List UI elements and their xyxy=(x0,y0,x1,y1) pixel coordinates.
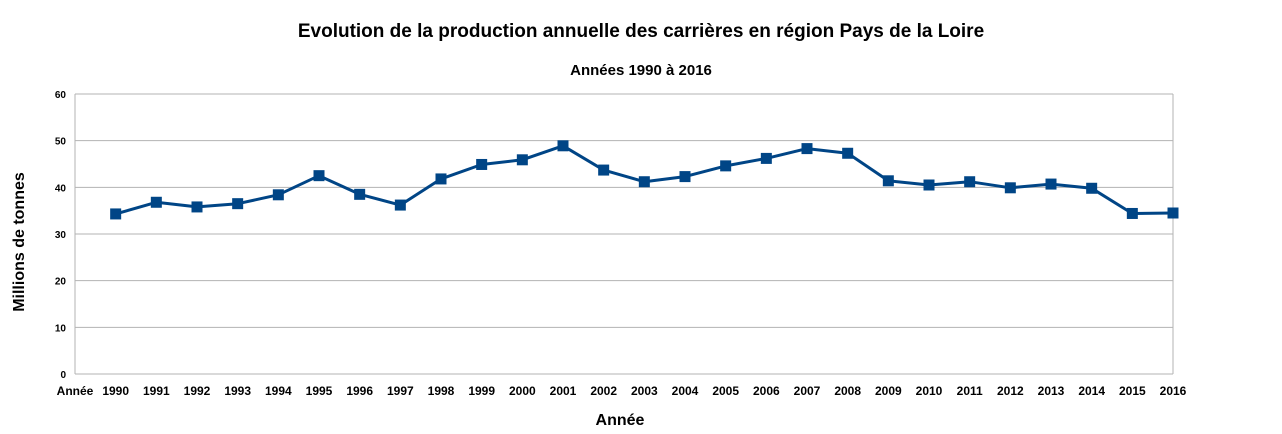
x-tick-label: 2016 xyxy=(1160,384,1187,398)
y-tick-label: 0 xyxy=(60,370,66,381)
x-tick-label: 2015 xyxy=(1119,384,1146,398)
x-tick-label: 2003 xyxy=(631,384,658,398)
data-point-marker xyxy=(923,179,935,191)
x-axis-label: Année xyxy=(596,412,645,429)
data-point-marker xyxy=(313,170,325,182)
x-tick-label: 2013 xyxy=(1038,384,1065,398)
data-point-marker xyxy=(598,164,610,176)
data-point-marker xyxy=(150,196,162,208)
data-points xyxy=(110,140,1179,220)
y-tick-label: 20 xyxy=(55,277,67,288)
x-tick-label: 2012 xyxy=(997,384,1024,398)
x-tick-label: 1995 xyxy=(306,384,333,398)
data-point-marker xyxy=(476,158,488,170)
data-point-marker xyxy=(882,175,894,187)
data-point-marker xyxy=(435,173,447,185)
x-first-category-label: Année xyxy=(57,384,94,398)
x-tick-label: 2005 xyxy=(712,384,739,398)
data-point-marker xyxy=(679,171,691,183)
x-tick-label: 1999 xyxy=(468,384,495,398)
x-tick-label: 1998 xyxy=(428,384,455,398)
x-tick-label: 2006 xyxy=(753,384,780,398)
x-tick-label: 2004 xyxy=(672,384,699,398)
data-point-marker xyxy=(760,152,772,164)
x-tick-label: 2009 xyxy=(875,384,902,398)
x-tick-label: 1993 xyxy=(224,384,251,398)
data-point-marker xyxy=(394,199,406,211)
x-tick-label: 2001 xyxy=(550,384,577,398)
y-tick-labels: 0 10 20 30 40 50 60 xyxy=(55,90,67,381)
x-tick-label: 2011 xyxy=(957,384,983,398)
data-point-marker xyxy=(720,160,732,172)
data-point-marker xyxy=(1086,182,1098,194)
x-tick-label: 1992 xyxy=(184,384,211,398)
data-point-marker xyxy=(191,201,203,213)
data-point-marker xyxy=(1126,207,1138,219)
gridlines xyxy=(74,93,1174,375)
y-tick-label: 30 xyxy=(55,230,67,241)
data-point-marker xyxy=(842,147,854,159)
y-tick-label: 10 xyxy=(55,323,67,334)
x-tick-label: 1990 xyxy=(102,384,129,398)
chart-subtitle: Années 1990 à 2016 xyxy=(570,62,712,79)
data-point-marker xyxy=(232,198,244,210)
x-tick-label: 1997 xyxy=(387,384,414,398)
data-point-marker xyxy=(272,189,284,201)
data-point-marker xyxy=(964,176,976,188)
x-tick-labels: 1990 1991 1992 1993 1994 1995 1996 1997 1998 1999… xyxy=(102,384,1186,398)
data-point-marker xyxy=(801,143,813,155)
y-axis-label: Millions de tonnes xyxy=(11,172,28,312)
data-point-marker xyxy=(557,140,569,152)
x-tick-label: 2000 xyxy=(509,384,536,398)
data-point-marker xyxy=(110,208,122,220)
y-tick-label: 40 xyxy=(55,183,67,194)
x-tick-label: 1991 xyxy=(143,384,170,398)
data-point-marker xyxy=(516,154,528,166)
x-tick-label: 2007 xyxy=(794,384,821,398)
data-point-marker xyxy=(1167,207,1179,219)
data-point-marker xyxy=(354,188,366,200)
data-point-marker xyxy=(638,176,650,188)
x-tick-label: 2002 xyxy=(590,384,617,398)
y-tick-label: 50 xyxy=(55,137,67,148)
x-tick-label: 2008 xyxy=(834,384,861,398)
x-tick-label: 2010 xyxy=(916,384,943,398)
data-point-marker xyxy=(1004,182,1016,194)
x-tick-label: 2014 xyxy=(1078,384,1105,398)
chart-title: Evolution de la production annuelle des … xyxy=(298,21,984,42)
x-tick-label: 1994 xyxy=(265,384,292,398)
data-point-marker xyxy=(1045,178,1057,190)
x-tick-label: 1996 xyxy=(346,384,373,398)
y-tick-label: 60 xyxy=(55,90,67,101)
